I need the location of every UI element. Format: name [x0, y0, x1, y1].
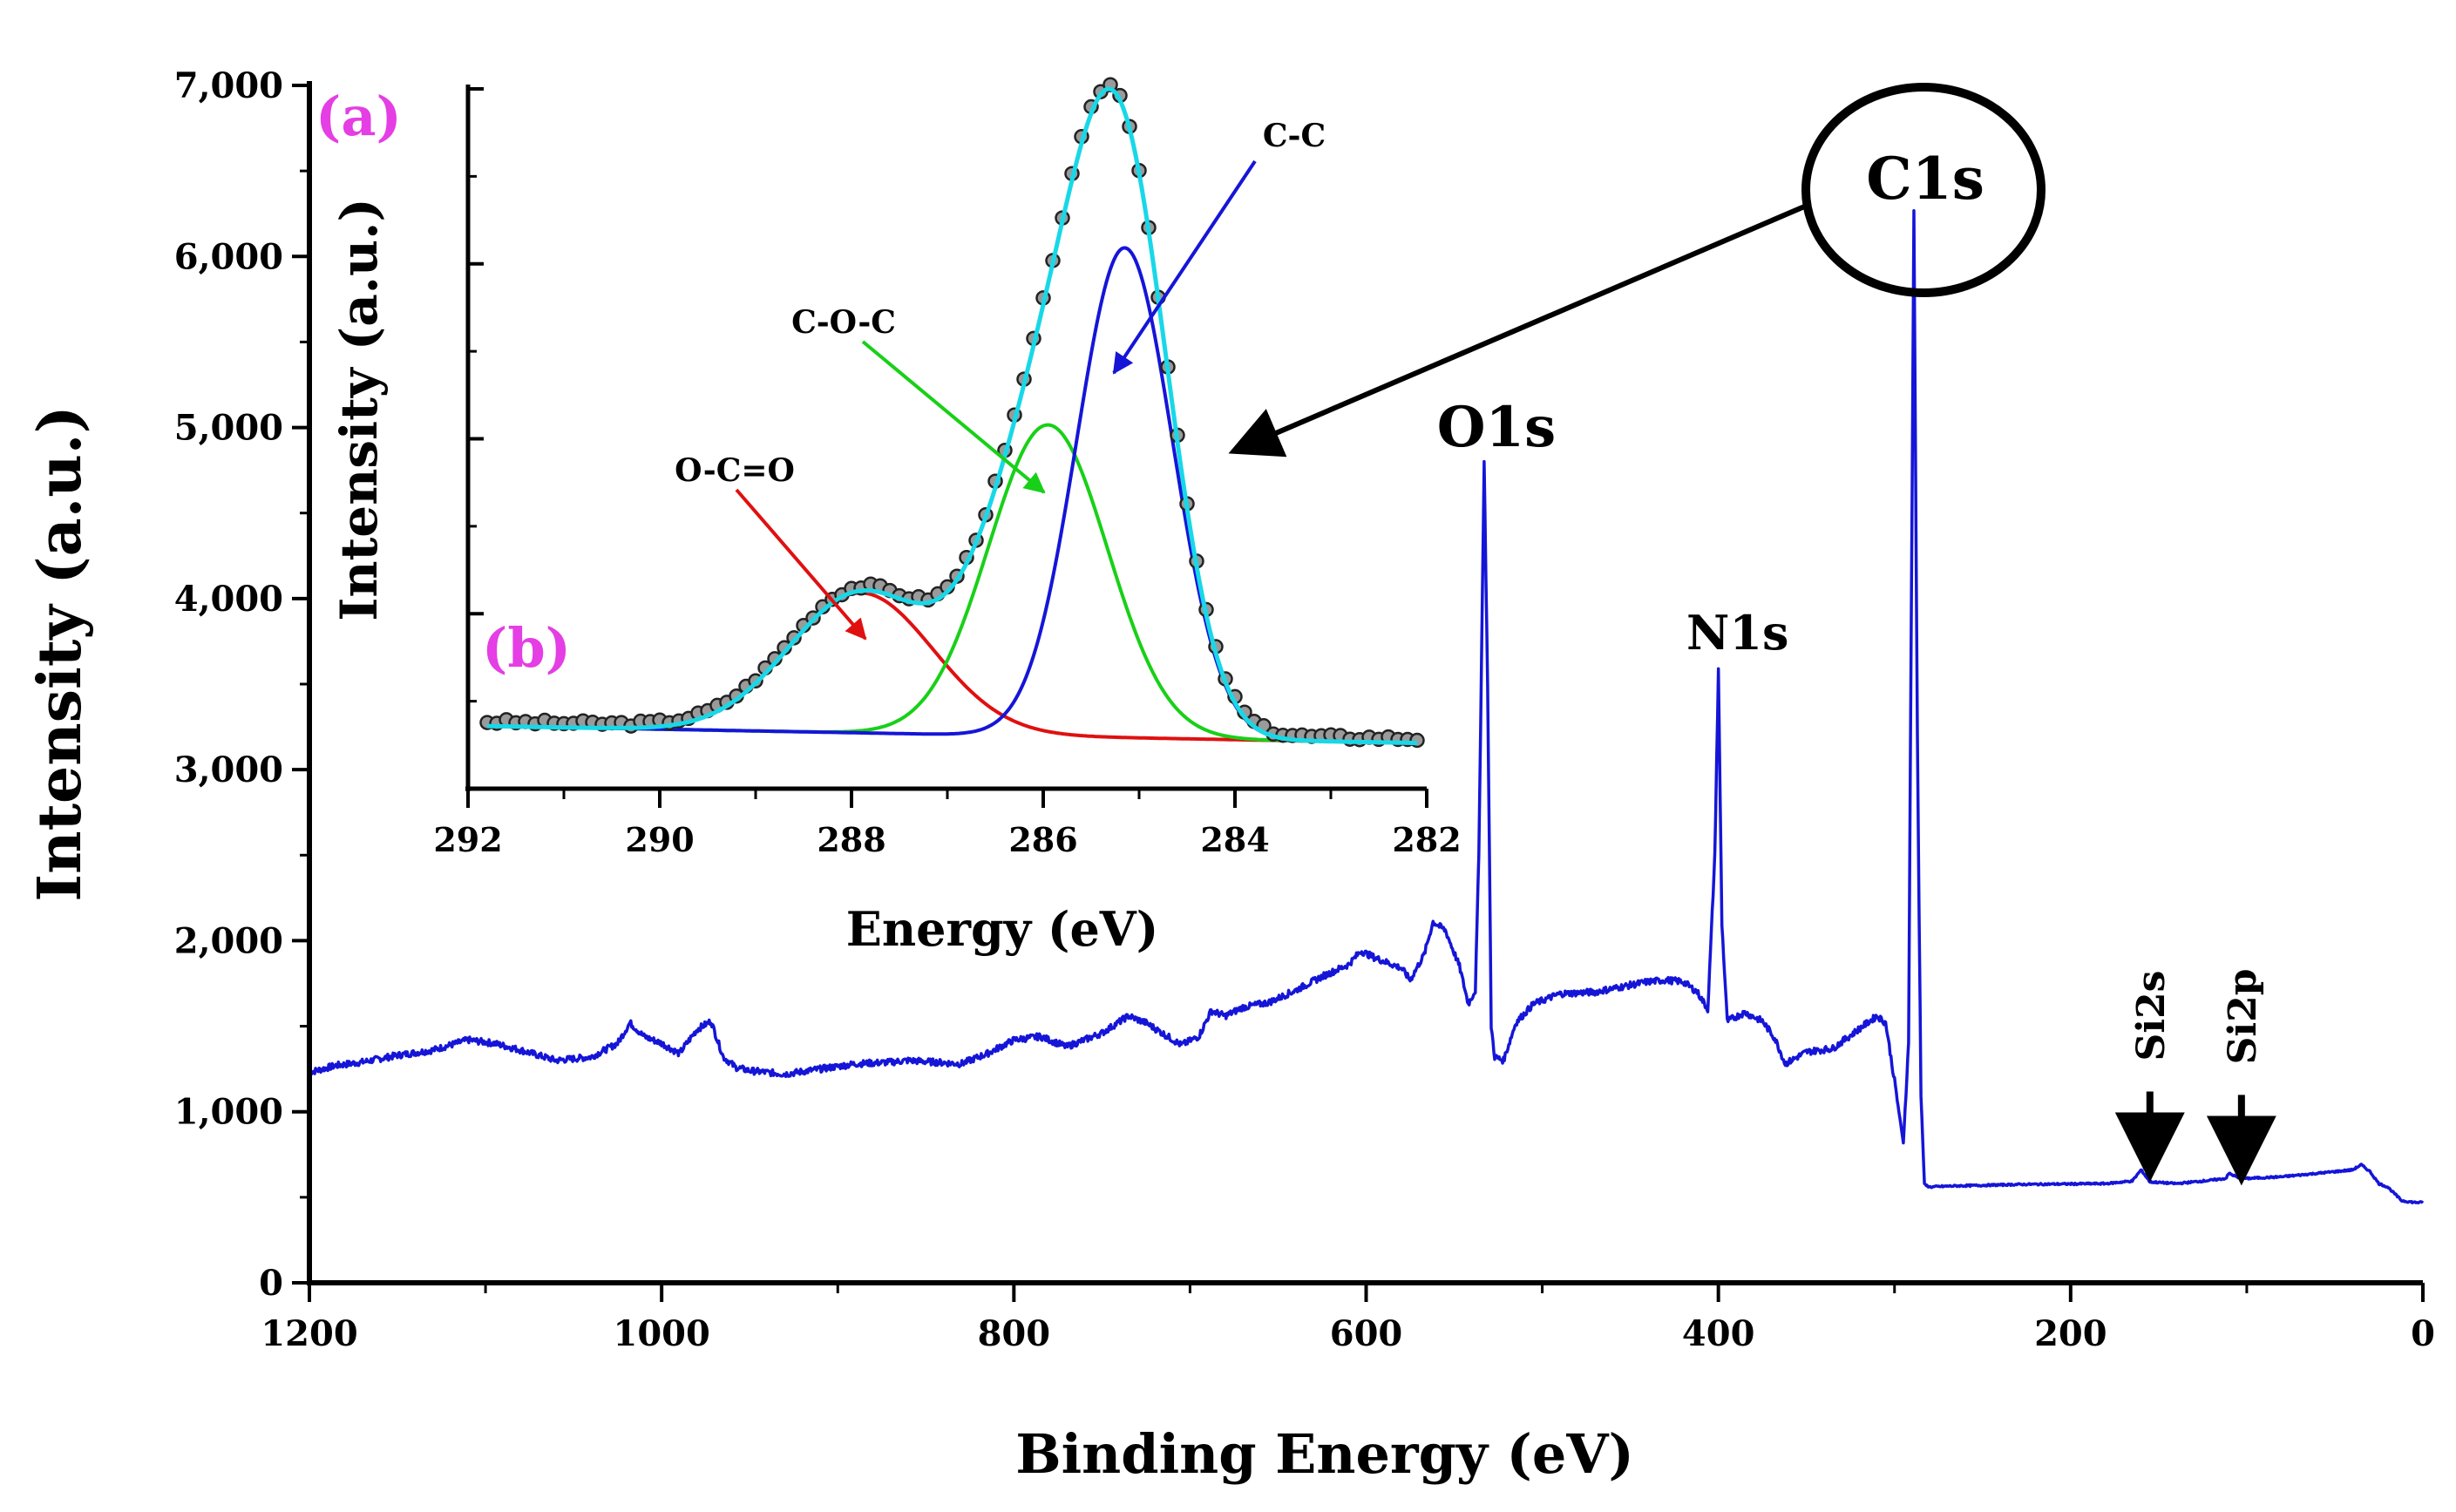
main-y-tick-label-0: 0: [259, 1263, 283, 1304]
main-x-tick-label-1000: 1000: [614, 1313, 710, 1354]
main-y-tick-label-4-000: 4,000: [174, 579, 283, 620]
inset-y-axis-label: Intensity (a.u.): [329, 198, 389, 621]
main-x-tick-label-600: 600: [1330, 1313, 1403, 1354]
fit-envelope-curve: [486, 86, 1417, 746]
annotation-c1s-label: C1s: [1866, 145, 1984, 213]
panel-label-a: (a): [315, 85, 402, 148]
arrow-c-o-c: [861, 340, 1046, 494]
c1s-highlight-circle: [1801, 83, 2046, 297]
main-x-tick-label-1200: 1200: [261, 1313, 357, 1354]
c1s-to-inset-arrow: [1228, 202, 1810, 458]
main-x-tick-label-0: 0: [2411, 1313, 2435, 1354]
panel-label-b: (b): [482, 616, 571, 680]
main-y-tick-label-5-000: 5,000: [174, 408, 283, 449]
inset-x-tick-label-290: 290: [625, 820, 694, 859]
inset-x-tick-label-288: 288: [817, 820, 885, 859]
main-y-tick-label-2-000: 2,000: [174, 920, 283, 961]
arrow-o-c-o: [735, 488, 867, 641]
arrow-c-c: [1112, 159, 1257, 375]
main-x-tick-label-400: 400: [1682, 1313, 1755, 1354]
annotation-si2s-label: Si2s: [2129, 971, 2174, 1061]
inset-plot: 292 290 288 286 284 282 Energy (eV) Intensity…: [329, 77, 1462, 957]
component-c-c-curve: [486, 246, 1417, 745]
main-y-tick-label-7-000: 7,000: [174, 65, 283, 106]
annotation-si2p-label: Si2p: [2221, 969, 2265, 1065]
main-y-tick-label-3-000: 3,000: [174, 749, 283, 790]
label-o-c-o: O-C=O: [675, 452, 795, 489]
main-y-axis-label: Intensity (a.u.): [25, 405, 95, 901]
main-x-tick-label-800: 800: [978, 1313, 1051, 1354]
inset-x-tick-label-282: 282: [1392, 820, 1461, 859]
main-x-axis-ticks: 1200 1000 800 600 400 200 0: [261, 1283, 2435, 1354]
inset-x-tick-label-284: 284: [1200, 820, 1269, 859]
label-c-o-c: C-O-C: [791, 304, 896, 341]
main-y-tick-label-6-000: 6,000: [174, 236, 283, 277]
inset-x-tick-label-292: 292: [433, 820, 502, 859]
survey-spectrum-line: [308, 209, 2425, 1205]
main-y-axis-ticks: 0 1,000 2,000 3,000 4,000 5,000 6,000 7,000: [174, 65, 309, 1304]
inset-x-axis-ticks: 292 290 288 286 284 282: [433, 789, 1462, 859]
annotation-n1s-label: N1s: [1686, 605, 1788, 661]
inset-x-axis-label: Energy (eV): [846, 901, 1159, 957]
main-x-tick-label-200: 200: [2034, 1313, 2107, 1354]
main-x-axis-label: Binding Energy (eV): [1015, 1422, 1634, 1486]
inset-x-tick-label-286: 286: [1008, 820, 1077, 859]
main-y-tick-label-1-000: 1,000: [174, 1092, 283, 1133]
label-c-c: C-C: [1263, 118, 1326, 154]
inset-y-axis-ticks: [468, 87, 484, 790]
main-plot: 0 1,000 2,000 3,000 4,000 5,000 6,000 7,000 120…: [25, 65, 2435, 1486]
main-peak-annotations: C1s O1s N1s Si2s Si2p: [1437, 145, 2276, 1186]
annotation-o1s-label: O1s: [1437, 395, 1556, 460]
